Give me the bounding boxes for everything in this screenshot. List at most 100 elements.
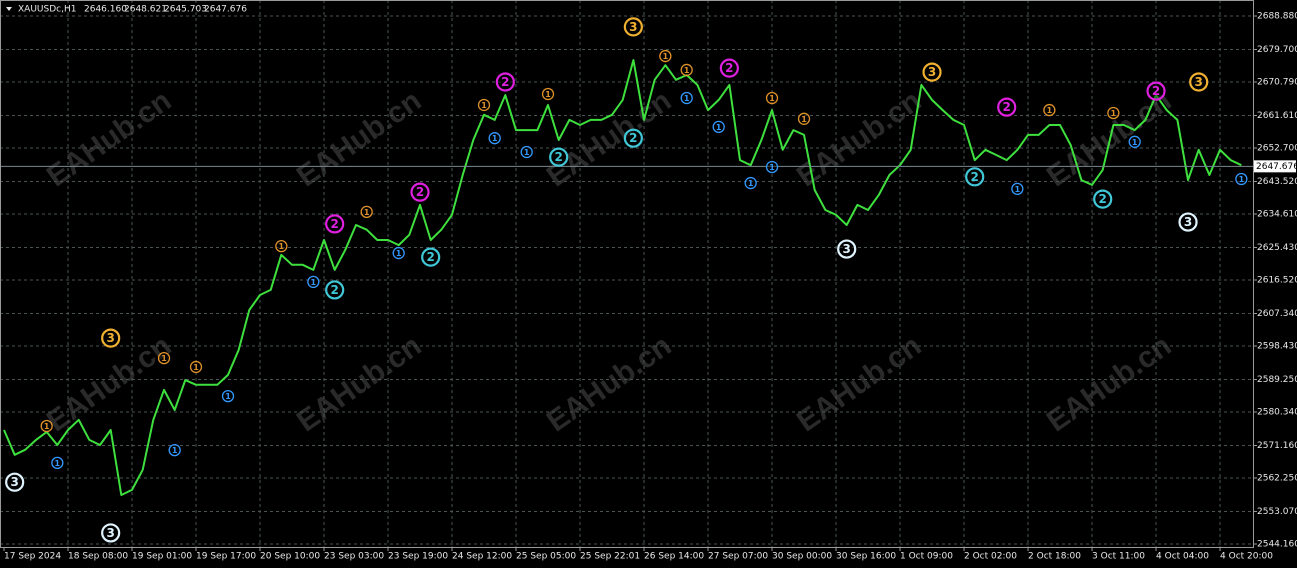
- signal-marker: [922, 62, 942, 82]
- signal-marker: [488, 132, 501, 145]
- signal-marker: [1146, 81, 1166, 101]
- y-tick-label: 2607.340: [1257, 309, 1297, 319]
- signal-label: 1: [769, 163, 775, 172]
- signal-label: 1: [769, 94, 775, 103]
- signal-label: 1: [545, 90, 551, 99]
- x-tick-label: 20 Sep 10:00: [260, 552, 320, 562]
- signal-marker: [360, 205, 373, 219]
- signal-label: 1: [801, 115, 807, 124]
- signal-marker: [765, 91, 779, 105]
- signal-label: 2: [1099, 192, 1107, 206]
- x-tick-label: 23 Sep 03:00: [324, 552, 384, 562]
- signal-marker: [307, 275, 320, 289]
- signal-label: 2: [629, 131, 637, 145]
- signal-marker: [1107, 106, 1120, 120]
- signal-label: 1: [364, 208, 370, 217]
- y-tick-label: 2634.610: [1257, 210, 1297, 220]
- signal-marker: [325, 280, 345, 300]
- signal-label: 1: [492, 134, 498, 143]
- signal-label: 2: [330, 283, 338, 297]
- y-tick-label: 2562.250: [1257, 474, 1297, 484]
- signal-label: 2: [555, 150, 563, 164]
- low-price: 2645.703: [164, 5, 207, 15]
- signal-label: 1: [524, 148, 530, 157]
- signal-label: 1: [193, 363, 199, 372]
- signal-marker: [712, 120, 725, 134]
- signal-label: 1: [716, 123, 722, 132]
- y-tick-label: 2670.790: [1257, 78, 1297, 88]
- signal-marker: [520, 145, 533, 159]
- y-tick-label: 2643.520: [1257, 177, 1297, 187]
- y-tick-label: 2625.430: [1257, 243, 1297, 253]
- x-tick-label: 18 Sep 08:00: [68, 552, 128, 562]
- y-tick-label: 2589.250: [1257, 375, 1297, 385]
- signal-label: 3: [10, 475, 18, 489]
- signal-label: 1: [1239, 175, 1245, 184]
- signal-label: 2: [427, 250, 435, 264]
- signal-label: 2: [416, 185, 424, 199]
- y-tick-label: 2571.160: [1257, 441, 1297, 451]
- signal-label: 1: [225, 392, 231, 401]
- x-tick-label: 19 Sep 17:00: [196, 552, 256, 562]
- signal-marker: [680, 63, 693, 77]
- signal-label: 1: [684, 94, 690, 103]
- y-tick-label: 2679.700: [1257, 45, 1297, 55]
- signal-marker: [495, 72, 515, 92]
- y-tick-label: 2661.610: [1257, 111, 1297, 121]
- signal-label: 1: [396, 249, 402, 258]
- x-tick-label: 19 Sep 01:00: [132, 552, 192, 562]
- signal-marker: [965, 167, 985, 187]
- signal-label: 1: [1047, 106, 1053, 115]
- signal-label: 1: [1015, 185, 1021, 194]
- signal-label: 1: [1111, 109, 1117, 118]
- signal-marker: [421, 247, 441, 267]
- signal-marker: [51, 456, 64, 470]
- x-tick-label: 1 Oct 09:00: [900, 552, 953, 562]
- signal-label: 1: [279, 242, 285, 251]
- last-price-label: 2647.676: [1256, 162, 1297, 172]
- signal-label: 2: [1003, 100, 1011, 114]
- signal-marker: [719, 58, 739, 78]
- signal-marker: [997, 97, 1017, 117]
- signal-marker: [1043, 103, 1056, 117]
- symbol: XAUUSDc,H1: [18, 5, 76, 15]
- signal-label: 3: [1184, 215, 1192, 229]
- signal-label: 1: [481, 101, 487, 110]
- signal-marker: [837, 239, 857, 259]
- signal-label: 1: [748, 179, 754, 188]
- plot-border: [0, 0, 1254, 548]
- signal-label: 1: [44, 422, 50, 431]
- signal-marker: [189, 360, 203, 374]
- plot-layer: 1 1 1 1 1 1 1 1 1 1 1 1 1 1 1 1 1 1 1 1 1 1 1 1 1 1 1 2 2 2 2 2 2 2 2 2 2 2 2 3…: [0, 17, 1253, 543]
- signal-marker: [392, 246, 405, 260]
- signal-marker: [1093, 189, 1113, 209]
- signal-label: 1: [663, 52, 669, 61]
- signal-label: 3: [106, 331, 114, 345]
- signal-label: 3: [106, 526, 114, 540]
- x-tick-label: 30 Sep 00:00: [772, 552, 832, 562]
- signal-marker: [1128, 135, 1141, 148]
- signal-marker: [221, 389, 235, 403]
- signal-marker: [623, 128, 643, 148]
- y-tick-label: 2553.070: [1257, 507, 1297, 517]
- signal-marker: [477, 98, 491, 112]
- menu-arrow[interactable]: [6, 7, 12, 11]
- y-tick-label: 2598.430: [1257, 342, 1297, 352]
- signal-marker: [5, 472, 25, 492]
- last-price-box: [1254, 160, 1296, 173]
- signal-label: 3: [629, 20, 637, 34]
- signal-label: 2: [1152, 84, 1160, 98]
- x-tick-label: 30 Sep 16:00: [836, 552, 896, 562]
- x-tick-label: 24 Sep 12:00: [452, 552, 512, 562]
- signal-marker: [623, 17, 643, 37]
- y-tick-label: 2688.880: [1257, 12, 1297, 22]
- signal-marker: [744, 176, 757, 190]
- signal-label: 2: [971, 170, 979, 184]
- signal-label: 3: [928, 65, 936, 79]
- signal-marker: [797, 112, 811, 125]
- signal-marker: [549, 147, 569, 167]
- signal-marker: [541, 87, 555, 101]
- x-tick-label: 26 Sep 14:00: [644, 552, 704, 562]
